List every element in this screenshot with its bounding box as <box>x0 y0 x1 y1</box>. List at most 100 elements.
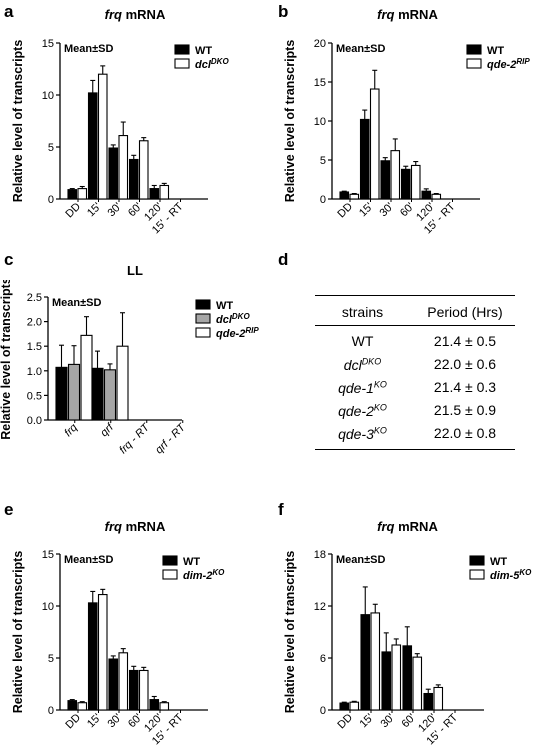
chart-e: Relative level of transcripts 0 5 10 15 Mean±… <box>11 549 225 747</box>
x-tick-label: 15' <box>85 712 104 731</box>
y-tick-label: 10 <box>42 601 54 613</box>
legend-label: qde-2RIP <box>487 57 530 71</box>
bar <box>118 652 129 711</box>
bar <box>159 184 170 200</box>
bar <box>390 150 401 200</box>
y-tick-label: 5 <box>48 142 54 154</box>
y-tick-label: 15 <box>314 77 326 89</box>
bar <box>80 334 93 421</box>
table-header-strains: strains <box>341 304 384 320</box>
x-tick-label: frq - RT <box>117 421 153 457</box>
bar <box>391 644 402 711</box>
x-tick-label: 15' <box>85 201 104 220</box>
bar <box>128 158 139 200</box>
table-cell-strain: qde-2KO <box>338 402 387 419</box>
panel-letter-b: b <box>278 2 289 21</box>
x-tick-label: 15' <box>357 201 376 220</box>
y-tick-label: 2.0 <box>27 317 42 329</box>
x-tick-label: 60' <box>126 712 145 731</box>
bar <box>116 345 129 421</box>
chart-f: Relative level of transcripts 0 6 12 18 Mean±… <box>283 549 532 747</box>
bar <box>67 700 78 711</box>
bar <box>67 189 78 200</box>
bar <box>431 193 442 200</box>
panel-letter-d: d <box>278 250 289 269</box>
panel-letter-f: f <box>278 500 284 519</box>
chart-a: Relative level of transcripts 0 5 10 15 Mean±… <box>11 38 229 236</box>
bar <box>380 160 391 200</box>
legend-label: WT <box>183 556 200 568</box>
y-tick-label: 1.0 <box>27 366 42 378</box>
y-tick-label: 10 <box>314 116 326 128</box>
chart-title-f: frq mRNA <box>377 519 438 534</box>
legend-swatch <box>469 555 485 566</box>
panel-letter-e: e <box>4 500 14 519</box>
bar <box>360 614 371 711</box>
bar <box>421 190 432 200</box>
panel-letter-c: c <box>4 250 14 269</box>
y-axis-label: Relative level of transcripts <box>283 40 297 203</box>
y-axis-label: Relative level of transcripts <box>11 40 25 203</box>
bar <box>370 612 381 711</box>
annotation-mean-sd: Mean±SD <box>52 297 101 309</box>
bar <box>349 193 360 200</box>
annotation-mean-sd: Mean±SD <box>336 43 385 55</box>
legend-swatch <box>469 569 485 580</box>
bar <box>77 188 88 200</box>
x-tick-label: DD <box>335 712 355 732</box>
legend-swatch <box>162 569 178 580</box>
x-tick-label: DD <box>63 712 83 732</box>
legend-label: dclDKO <box>216 312 250 326</box>
y-tick-label: 5 <box>320 155 326 167</box>
legend-label: qde-2RIP <box>216 326 259 340</box>
legend-swatch <box>466 44 482 55</box>
table-cell-strain: dclDKO <box>343 356 382 373</box>
table-cell-period: 21.4 ± 0.5 <box>433 333 497 349</box>
bar <box>87 602 98 711</box>
y-tick-label: 0.0 <box>27 415 42 427</box>
y-tick-label: 1.5 <box>27 341 42 353</box>
legend-label: dim-2KO <box>183 568 225 582</box>
bar <box>149 188 160 200</box>
bar <box>359 118 370 200</box>
legend-label: WT <box>195 45 212 57</box>
legend-swatch <box>195 327 211 338</box>
y-axis-label: Relative level of transcripts <box>283 551 297 714</box>
y-tick-label: 15 <box>42 549 54 561</box>
bar <box>369 88 380 200</box>
bar <box>108 658 119 711</box>
table-header-period: Period (Hrs) <box>427 304 503 320</box>
x-tick-label: 30' <box>105 712 124 731</box>
bar <box>339 702 350 711</box>
bar <box>149 699 160 711</box>
bar <box>97 73 108 200</box>
bar <box>108 147 119 200</box>
chart-c: Relative level of transcripts 0.0 0.5 1.0 1.… <box>0 280 259 457</box>
x-tick-label: DD <box>335 201 355 221</box>
bar <box>423 692 434 711</box>
bar <box>55 366 68 421</box>
table-cell-period: 21.4 ± 0.3 <box>433 379 497 395</box>
table-cell-period: 22.0 ± 0.8 <box>433 425 497 441</box>
x-tick-label: 60' <box>126 201 145 220</box>
bar <box>339 191 350 200</box>
y-tick-label: 2.5 <box>27 292 42 304</box>
legend-label: WT <box>490 556 507 568</box>
y-tick-label: 12 <box>314 601 326 613</box>
legend-swatch <box>195 313 211 324</box>
table-bottom-rule <box>315 449 515 450</box>
chart-title-a: frq mRNA <box>104 7 166 22</box>
bar <box>77 702 88 711</box>
bar <box>402 645 413 711</box>
bar <box>87 92 98 200</box>
table-cell-strain: qde-3KO <box>338 425 387 442</box>
table-cell-strain: qde-1KO <box>338 379 387 396</box>
legend-swatch <box>174 58 190 69</box>
chart-title-e: frq mRNA <box>104 519 166 534</box>
x-tick-label: 30' <box>378 712 397 731</box>
table-cell-strain: WT <box>351 333 374 349</box>
y-tick-label: 0 <box>48 705 54 717</box>
bar <box>138 140 149 200</box>
bar <box>412 656 423 711</box>
x-tick-label: 15' <box>357 712 376 731</box>
